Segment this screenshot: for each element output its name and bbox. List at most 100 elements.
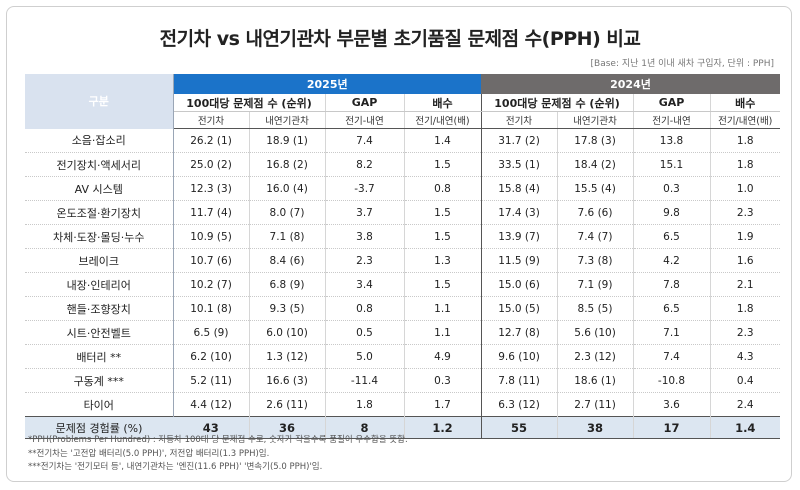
- table-cell: 18.9 (1): [248, 128, 325, 153]
- table-cell: 9.8: [632, 200, 710, 225]
- row-label: 내장·인테리어: [25, 272, 174, 297]
- header-ratio-2025: 배수: [403, 94, 481, 112]
- row-label: 온도조절·환기장치: [25, 200, 174, 225]
- table-cell: -10.8: [632, 368, 710, 393]
- table-cell: 1.8: [324, 392, 404, 417]
- table-cell: 15.0 (5): [480, 296, 557, 321]
- row-label: 배터리 **: [25, 344, 174, 369]
- table-row: 소음·잡소리 26.2 (1) 18.9 (1) 7.4 1.4 31.7 (2) 17.8…: [25, 128, 780, 153]
- table-row: AV 시스템 12.3 (3) 16.0 (4) -3.7 0.8 15.8 (4) 15.…: [25, 176, 780, 201]
- total-cell: 36: [248, 416, 325, 439]
- table-cell: 15.5 (4): [556, 176, 633, 201]
- footnote: *PPH(Problems Per Hundred) : 자동차 100대 당 …: [28, 435, 408, 445]
- table-cell: 13.9 (7): [480, 224, 557, 249]
- table-cell: 2.3: [709, 200, 780, 225]
- table-row: 타이어 4.4 (12) 2.6 (11) 1.8 1.7 6.3 (12) 2.7 (11…: [25, 392, 780, 417]
- header-pph-2024: 100대당 문제점 수 (순위): [480, 94, 633, 112]
- header-ice-2024: 내연기관차: [556, 111, 633, 129]
- table-cell: 2.4: [709, 392, 780, 417]
- table-cell: 33.5 (1): [480, 152, 557, 177]
- table-cell: 0.8: [403, 176, 481, 201]
- header-gubun: 구분: [25, 74, 174, 129]
- table-cell: 3.7: [324, 200, 404, 225]
- table-cell: 6.5 (9): [173, 320, 249, 345]
- header-year-2025: 2025년: [173, 74, 481, 94]
- table-cell: 15.0 (6): [480, 272, 557, 297]
- table-cell: 17.8 (3): [556, 128, 633, 153]
- table-cell: 4.3: [709, 344, 780, 369]
- table-cell: 1.3 (12): [248, 344, 325, 369]
- table-cell: 2.7 (11): [556, 392, 633, 417]
- table-cell: 5.6 (10): [556, 320, 633, 345]
- total-cell: 55: [480, 416, 557, 439]
- table-cell: 15.8 (4): [480, 176, 557, 201]
- table-cell: 1.1: [403, 296, 481, 321]
- table-cell: 16.8 (2): [248, 152, 325, 177]
- table-row: 전기장치·액세서리 25.0 (2) 16.8 (2) 8.2 1.5 33.5 (1) 1…: [25, 152, 780, 177]
- table-row: 차체·도장·몰딩·누수 10.9 (5) 7.1 (8) 3.8 1.5 13.9 (7)…: [25, 224, 780, 249]
- table-cell: 1.5: [403, 224, 481, 249]
- table-cell: 5.2 (11): [173, 368, 249, 393]
- footnotes: *PPH(Problems Per Hundred) : 자동차 100대 당 …: [28, 434, 408, 475]
- table-cell: 10.7 (6): [173, 248, 249, 273]
- header-gap-sub-2024: 전기-내연: [632, 111, 710, 129]
- table-cell: 7.1 (9): [556, 272, 633, 297]
- total-cell: 1.2: [403, 416, 481, 439]
- row-label: AV 시스템: [25, 176, 174, 201]
- table-cell: 31.7 (2): [480, 128, 557, 153]
- row-label: 차체·도장·몰딩·누수: [25, 224, 174, 249]
- comparison-table: 구분 2025년 2024년 100대당 문제점 수 (순위) GAP 배수 1…: [25, 74, 780, 439]
- table-cell: 2.3: [324, 248, 404, 273]
- total-row: 문제점 경험률 (%) 43 36 8 1.2 55 38 17 1.4: [25, 416, 780, 439]
- table-cell: 6.3 (12): [480, 392, 557, 417]
- table-cell: 1.1: [403, 320, 481, 345]
- table-cell: 0.3: [632, 176, 710, 201]
- table-cell: 7.3 (8): [556, 248, 633, 273]
- table-cell: 8.5 (5): [556, 296, 633, 321]
- table-cell: 25.0 (2): [173, 152, 249, 177]
- row-label: 핸들·조향장치: [25, 296, 174, 321]
- header-gap-2024: GAP: [632, 94, 710, 112]
- table-row: 브레이크 10.7 (6) 8.4 (6) 2.3 1.3 11.5 (9) 7.3 (8)…: [25, 248, 780, 273]
- table-row: 온도조절·환기장치 11.7 (4) 8.0 (7) 3.7 1.5 17.4 (3) 7.…: [25, 200, 780, 225]
- header-ev-2024: 전기차: [480, 111, 557, 129]
- table-cell: 4.9: [403, 344, 481, 369]
- row-label: 소음·잡소리: [25, 128, 174, 153]
- header-pph-2025: 100대당 문제점 수 (순위): [173, 94, 325, 112]
- total-cell: 43: [173, 416, 249, 439]
- table-cell: 4.2: [632, 248, 710, 273]
- table-row: 배터리 ** 6.2 (10) 1.3 (12) 5.0 4.9 9.6 (10) 2.3 …: [25, 344, 780, 369]
- table-cell: 7.8 (11): [480, 368, 557, 393]
- table-cell: 8.4 (6): [248, 248, 325, 273]
- table-cell: 6.2 (10): [173, 344, 249, 369]
- table-body: 소음·잡소리 26.2 (1) 18.9 (1) 7.4 1.4 31.7 (2) 17.8…: [25, 128, 780, 417]
- table-cell: 0.8: [324, 296, 404, 321]
- total-cell: 1.4: [709, 416, 780, 439]
- table-cell: 3.4: [324, 272, 404, 297]
- table-cell: 18.4 (2): [556, 152, 633, 177]
- table-cell: 7.6 (6): [556, 200, 633, 225]
- table-cell: 2.3: [709, 320, 780, 345]
- table-cell: 2.3 (12): [556, 344, 633, 369]
- table-cell: 1.5: [403, 272, 481, 297]
- table-cell: 9.3 (5): [248, 296, 325, 321]
- table-cell: 11.5 (9): [480, 248, 557, 273]
- table-cell: 18.6 (1): [556, 368, 633, 393]
- table-cell: 7.1: [632, 320, 710, 345]
- table-cell: 1.8: [709, 128, 780, 153]
- base-note: [Base: 지난 1년 이내 새차 구입자, 단위 : PPH]: [590, 59, 774, 69]
- row-label: 브레이크: [25, 248, 174, 273]
- table-cell: 10.1 (8): [173, 296, 249, 321]
- table-cell: 1.6: [709, 248, 780, 273]
- table-cell: 1.4: [403, 128, 481, 153]
- table-cell: 6.5: [632, 296, 710, 321]
- footnote: ***전기차는 '전기모터 등', 내연기관차는 '엔진(11.6 PPH)' …: [28, 462, 323, 472]
- table-row: 핸들·조향장치 10.1 (8) 9.3 (5) 0.8 1.1 15.0 (5) 8.5 …: [25, 296, 780, 321]
- table-cell: 13.8: [632, 128, 710, 153]
- table-cell: 16.6 (3): [248, 368, 325, 393]
- table-cell: 8.0 (7): [248, 200, 325, 225]
- table-row: 내장·인테리어 10.2 (7) 6.8 (9) 3.4 1.5 15.0 (6) 7.1 …: [25, 272, 780, 297]
- table-cell: 15.1: [632, 152, 710, 177]
- header-ratio-sub-2025: 전기/내연(배): [403, 111, 481, 129]
- table-cell: 1.0: [709, 176, 780, 201]
